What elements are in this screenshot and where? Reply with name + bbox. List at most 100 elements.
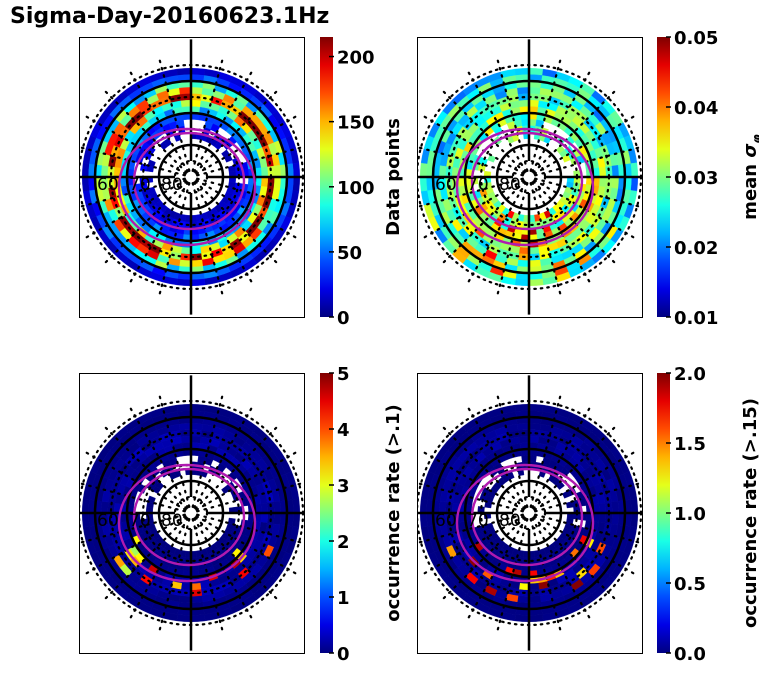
latitude-label-80: 80 [499,511,521,531]
latitude-label-70: 70 [467,511,489,531]
heatmap-cell [611,176,619,189]
heatmap-cell [260,512,269,524]
colorbar-tick-label: 0 [337,308,350,329]
colorbar-tick-label: 5 [337,364,350,385]
heatmap-cell [176,278,192,287]
heatmap-cell [176,67,192,76]
plot-area-1: 60 70 80 [79,39,304,315]
colorbar-label: mean σφ [740,134,759,220]
heatmap-cell [190,259,203,267]
colorbar-tick-label: 0.04 [674,98,718,119]
colorbar-4: 0.0 0.5 1.0 1.5 2.0 occurrence rate (>.15) [657,364,759,665]
auroral-oval-equatorward [117,463,257,583]
polar-panel-2: 60 70 80 0.01 0.02 0.03 0.04 0.05 mean σφ [417,28,759,329]
heatmap-cell [611,165,619,178]
auroral-oval-poleward [470,131,584,231]
latitude-label-60: 60 [97,175,119,195]
plot-area-4: 60 70 80 [417,375,642,651]
heatmap-cell [190,87,203,95]
heatmap-cell [190,246,202,255]
colorbar-tick-label: 1.5 [674,434,706,455]
latitude-label-80: 80 [161,175,183,195]
heatmap-cell [260,166,269,178]
heatmap-cell [528,87,541,95]
heatmap-cell [517,259,530,267]
colorbar-gradient [320,373,333,653]
auroral-oval-poleward [470,467,584,567]
colorbar-tick-label: 200 [337,48,375,69]
heatmap-cell [292,512,301,528]
heatmap-cell [179,259,192,267]
heatmap-cell [611,501,619,514]
heatmap-cell [179,423,192,431]
heatmap-cell [176,614,192,623]
heatmap-cell [630,176,639,192]
heatmap-cell [528,582,540,591]
colorbar-tick-label: 0.01 [674,308,718,329]
heatmap-cell [419,176,428,192]
latitude-label-60: 60 [97,511,119,531]
heatmap-cell [630,498,639,514]
heatmap-cell [180,435,192,444]
colorbar-tick-label: 1 [337,588,350,609]
heatmap-cell [419,498,428,514]
heatmap-cell [528,423,541,431]
heatmap-cell [528,403,544,412]
heatmap-cell [517,423,530,431]
heatmap-cell [190,595,203,603]
heatmap-cell [190,99,202,108]
heatmap-cell [518,246,530,255]
heatmap-cell [517,595,530,603]
heatmap-cell [180,582,192,591]
heatmap-cell [190,403,206,412]
heatmap-cell [514,67,530,76]
heatmap-cell [190,67,206,76]
heatmap-cell [260,502,269,514]
heatmap-cell [190,435,202,444]
heatmap-cell [611,512,619,525]
polar-panel-3: 60 70 80 0 1 2 3 4 5 occurrence rate (>.1) [79,364,404,665]
heatmap-cell [518,582,530,591]
latitude-label-60: 60 [435,175,457,195]
heatmap-cell [81,176,90,192]
heatmap-cell [273,176,281,189]
heatmap-cell [260,176,269,188]
heatmap-cell [518,99,530,108]
colorbar-label: Data points [383,118,404,236]
heatmap-cell [598,176,607,188]
heatmap-cell [190,614,206,623]
latitude-label-70: 70 [129,511,151,531]
auroral-oval-poleward [132,131,246,231]
latitude-label-80: 80 [161,511,183,531]
heatmap-cell [176,403,192,412]
axes-frame [79,37,305,318]
heatmap-cell [179,595,192,603]
colorbar-label: occurrence rate (>.1) [383,404,404,621]
plot-area-3: 60 70 80 [79,375,304,651]
colorbar-tick-label: 0.05 [674,28,718,49]
heatmap-cell [528,595,541,603]
heatmap-cell [292,498,301,514]
heatmap-cell [598,512,607,524]
colorbar-2: 0.01 0.02 0.03 0.04 0.05 mean σφ [657,28,759,329]
latitude-label-80: 80 [499,175,521,195]
auroral-oval-equatorward [455,127,595,247]
heatmap-cell [190,423,203,431]
heatmap-cell [81,512,90,528]
heatmap-cell [598,166,607,178]
heatmap-cell [273,501,281,514]
heatmap-cell [419,512,428,528]
heatmap-cell [81,498,90,514]
latitude-label-70: 70 [129,175,151,195]
heatmap-cell [292,162,301,178]
colorbar-tick-label: 150 [337,113,375,134]
heatmap-cell [190,278,206,287]
heatmap-cell [292,176,301,192]
heatmap-cell [514,614,530,623]
colorbar-gradient [320,37,333,317]
colorbar-3: 0 1 2 3 4 5 occurrence rate (>.1) [320,364,404,665]
latitude-label-60: 60 [435,511,457,531]
heatmap-cell [528,67,544,76]
heatmap-cell [180,99,192,108]
